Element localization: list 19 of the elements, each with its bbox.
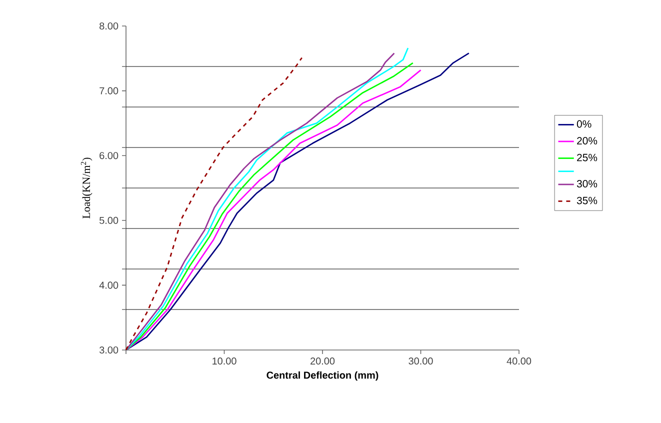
y-tick-label: 3.00 (99, 346, 118, 354)
x-tick-label: 20.00 (310, 358, 335, 365)
legend-label: 20% (577, 137, 598, 144)
legend-label: 30% (576, 180, 598, 188)
line-series (125, 57, 303, 351)
y-tick-label: 6.00 (100, 152, 118, 160)
line-series (125, 52, 470, 351)
y-tick-label: 4.00 (99, 282, 118, 289)
x-axis-title: Central Deflection (mm) (266, 371, 378, 381)
legend-label: 35% (576, 196, 598, 204)
y-tick-label: 7.00 (100, 87, 118, 94)
x-tick-label: 10.00 (212, 358, 236, 365)
x-tick-label: 40.00 (506, 358, 532, 365)
y-tick-label: 5.00 (100, 216, 118, 224)
legend-label: 25% (577, 154, 598, 162)
legend-label: 0% (576, 120, 592, 128)
y-axis-title: Load(KN/m$^{2}$) (80, 158, 92, 218)
x-tick-label: 30.00 (408, 358, 433, 365)
y-tick-label: 8.00 (100, 22, 118, 30)
